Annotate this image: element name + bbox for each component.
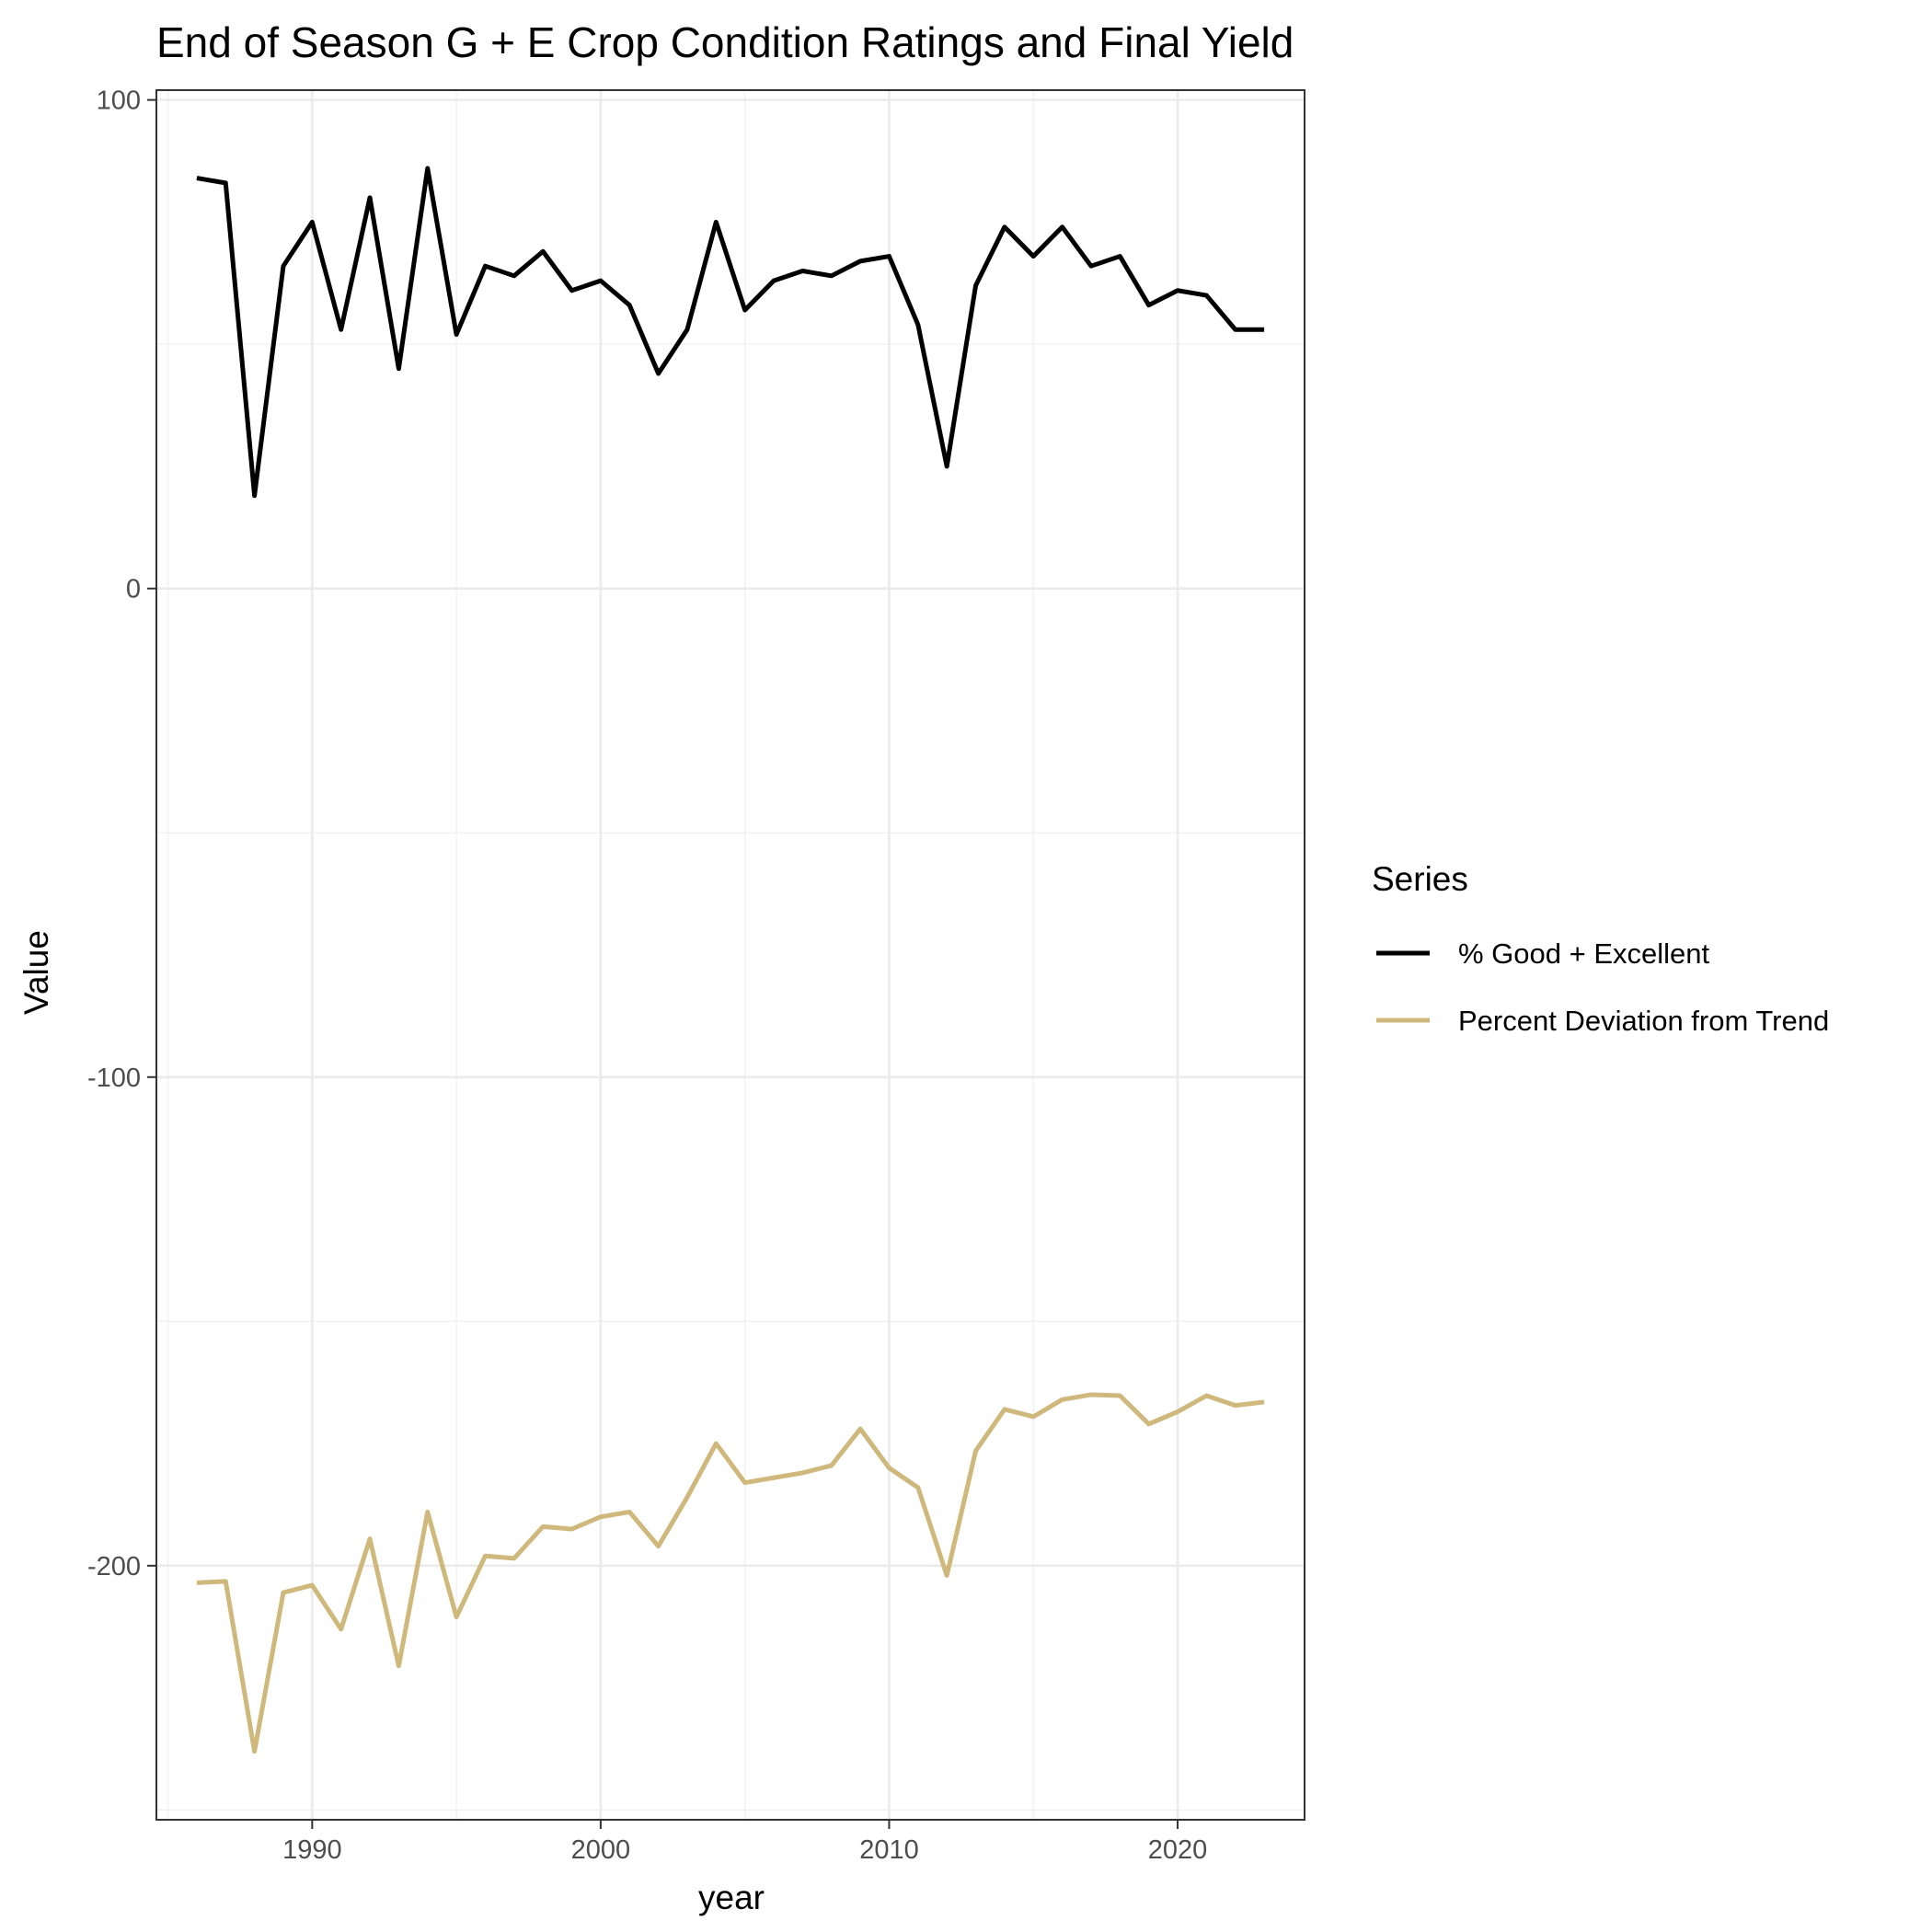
y-axis-title: Value — [17, 930, 55, 1015]
series-line-1 — [196, 166, 1265, 499]
legend-items: % Good + Excellent Percent Deviation from… — [1376, 937, 1829, 1037]
series-lines — [196, 166, 1265, 1754]
grid — [156, 90, 1305, 1820]
legend-label: Percent Deviation from Trend — [1458, 1005, 1829, 1037]
y-tick-label: 0 — [126, 575, 141, 604]
legend: Series % Good + Excellent Percent Deviati… — [1372, 860, 1829, 1037]
x-tick-label: 2010 — [859, 1835, 919, 1865]
panel-border — [155, 89, 1305, 1821]
legend-title: Series — [1372, 860, 1468, 898]
y-tick-label: -100 — [87, 1064, 141, 1093]
axes: 1990 2000 2010 2020 -200 -100 0 100 — [87, 86, 1207, 1865]
series-line-2 — [196, 1392, 1265, 1754]
legend-item: Percent Deviation from Trend — [1376, 1005, 1829, 1037]
legend-item: % Good + Excellent — [1376, 937, 1710, 970]
legend-label: % Good + Excellent — [1458, 937, 1710, 970]
x-tick-label: 1990 — [282, 1835, 342, 1865]
chart-title: End of Season G + E Crop Condition Ratin… — [156, 18, 1294, 66]
x-tick-label: 2020 — [1148, 1835, 1208, 1865]
x-tick-label: 2000 — [571, 1835, 631, 1865]
y-tick-label: 100 — [97, 86, 141, 116]
x-axis-title: year — [698, 1879, 765, 1916]
y-tick-label: -200 — [87, 1552, 141, 1581]
